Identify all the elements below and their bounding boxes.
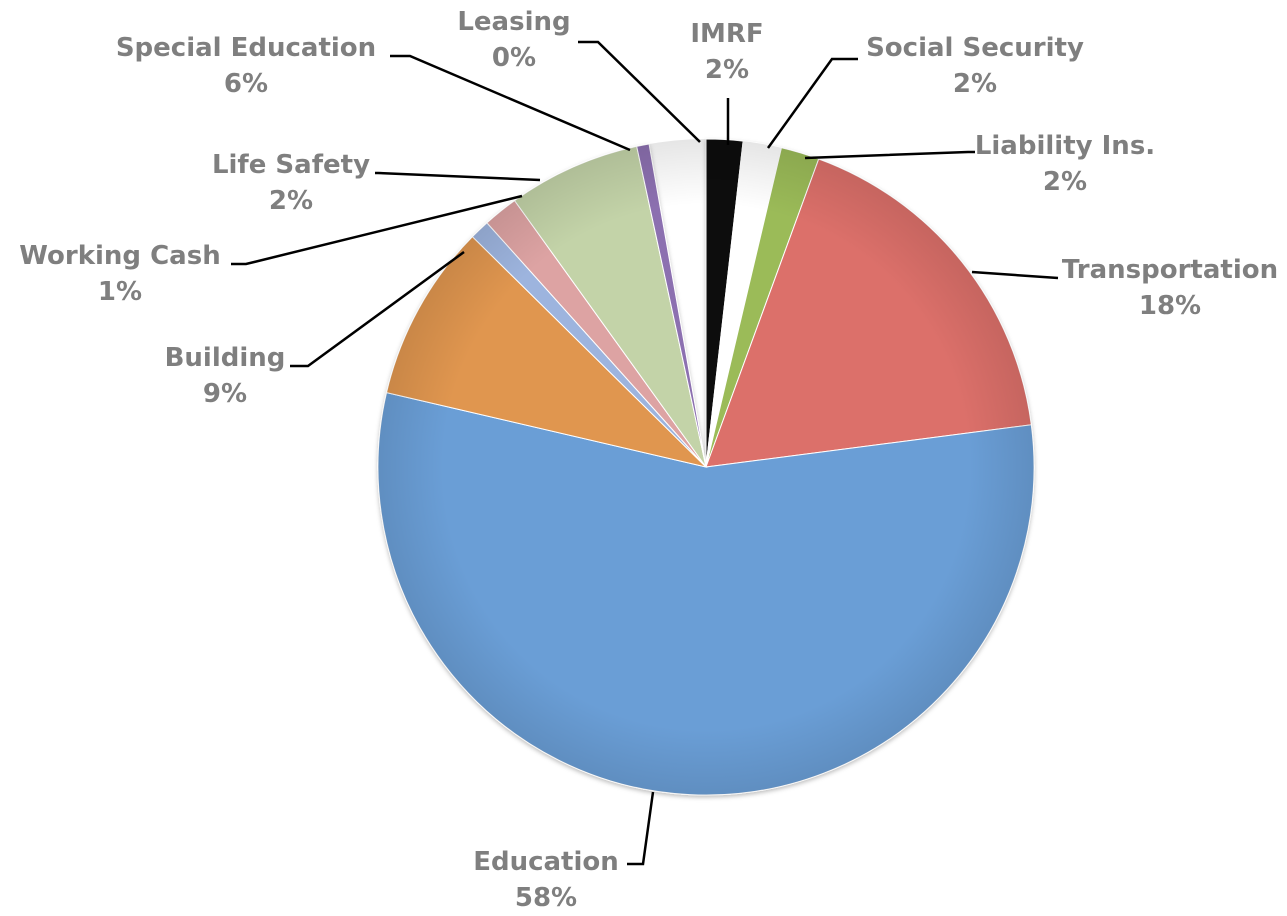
slice-name: Leasing — [457, 7, 570, 37]
slice-percent: 1% — [98, 277, 142, 307]
slice-percent: 6% — [224, 69, 268, 99]
leader-line-liability-ins — [804, 150, 975, 160]
leader-line-life-safety — [375, 171, 541, 182]
slice-percent: 2% — [1043, 167, 1087, 197]
slice-name: Social Security — [866, 33, 1084, 63]
slice-label-leasing: Leasing 0% — [457, 7, 570, 73]
slice-percent: 2% — [705, 55, 749, 85]
leader-line-special-education — [390, 54, 631, 152]
leader-line-leasing — [578, 40, 701, 143]
leader-lines — [231, 40, 1059, 866]
slice-percent: 9% — [203, 379, 247, 409]
slice-percent: 58% — [515, 883, 577, 913]
pie-slices — [377, 138, 1035, 796]
leader-line-social-security — [766, 57, 858, 149]
slice-percent: 18% — [1139, 291, 1201, 321]
slice-labels: IMRF 2% Social Security 2% Liability Ins. 2% T… — [19, 7, 1278, 913]
leader-line-transportation — [971, 270, 1059, 280]
leader-line-working-cash — [231, 194, 523, 266]
slice-label-social-security: Social Security 2% — [866, 33, 1084, 99]
slice-label-life-safety: Life Safety 2% — [212, 150, 370, 216]
leader-line-building — [290, 250, 465, 368]
slice-label-imrf: IMRF 2% — [690, 19, 763, 85]
slice-label-special-education: Special Education 6% — [116, 33, 376, 99]
slice-name: Building — [165, 343, 286, 373]
slice-label-liability-ins: Liability Ins. 2% — [975, 131, 1155, 197]
slice-label-building: Building 9% — [165, 343, 286, 409]
slice-name: Working Cash — [19, 241, 220, 271]
slice-name: Special Education — [116, 33, 376, 63]
slice-name: IMRF — [690, 19, 763, 49]
leader-line-education — [627, 791, 655, 866]
slice-percent: 0% — [492, 43, 536, 73]
slice-name: Transportation — [1062, 255, 1278, 285]
slice-name: Liability Ins. — [975, 131, 1155, 161]
slice-label-transportation: Transportation 18% — [1062, 255, 1278, 321]
slice-label-education: Education 58% — [473, 847, 619, 913]
slice-percent: 2% — [953, 69, 997, 99]
slice-name: Life Safety — [212, 150, 370, 180]
slice-name: Education — [473, 847, 619, 877]
slice-label-working-cash: Working Cash 1% — [19, 241, 220, 307]
slice-percent: 2% — [269, 186, 313, 216]
